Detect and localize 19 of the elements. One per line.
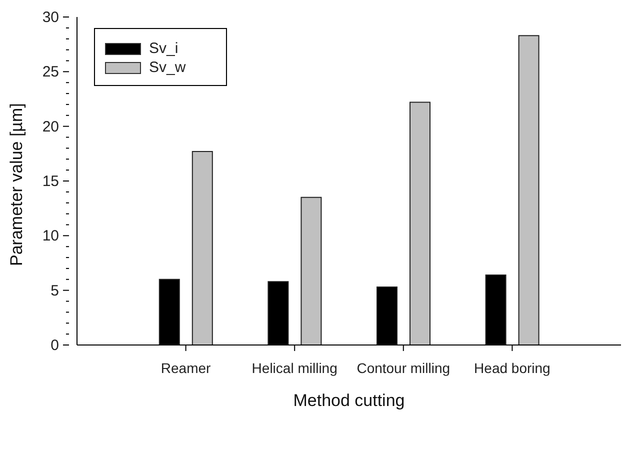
y-tick-label: 5 xyxy=(50,282,59,300)
x-tick-label: Helical milling xyxy=(252,360,338,376)
y-tick-label: 25 xyxy=(42,64,59,81)
y-tick-label: 0 xyxy=(50,337,59,354)
y-tick-label: 30 xyxy=(42,9,59,26)
legend-label: Sv_w xyxy=(149,59,186,76)
y-axis-title: Parameter value [µm] xyxy=(7,103,26,266)
x-tick-label: Contour milling xyxy=(356,360,450,376)
y-tick-label: 15 xyxy=(42,173,59,190)
bar xyxy=(410,102,430,345)
y-tick-label: 20 xyxy=(42,118,59,136)
bar xyxy=(192,150,213,345)
x-tick-label: Reamer xyxy=(160,360,212,376)
x-axis-title: Method cutting xyxy=(293,391,405,410)
legend-label: Sv_i xyxy=(149,40,178,57)
bar xyxy=(300,196,322,345)
y-tick-label: 10 xyxy=(42,228,59,245)
x-tick-label: Head boring xyxy=(474,360,550,376)
bar xyxy=(518,35,540,345)
